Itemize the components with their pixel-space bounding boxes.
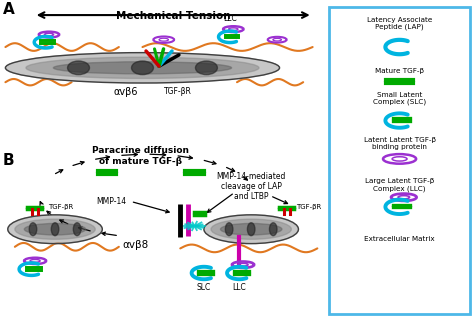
Ellipse shape [15,219,95,239]
Text: LLC: LLC [223,14,237,23]
Ellipse shape [51,223,59,236]
Ellipse shape [68,61,90,75]
Text: Large Latent TGF-β
Complex (LLC): Large Latent TGF-β Complex (LLC) [365,178,434,192]
Text: MMP-14: MMP-14 [97,197,127,206]
Text: B: B [3,152,15,168]
Text: SLC: SLC [197,282,211,291]
Ellipse shape [54,62,232,74]
Text: Small Latent
Complex (SLC): Small Latent Complex (SLC) [373,92,426,105]
Text: MMP-14-mediated
cleavage of LAP
and LTBP: MMP-14-mediated cleavage of LAP and LTBP [217,172,286,202]
Ellipse shape [26,57,259,78]
Text: TGF-βR: TGF-βR [164,87,192,96]
Ellipse shape [8,215,102,244]
Ellipse shape [211,219,292,239]
Ellipse shape [269,223,277,236]
Text: Mechanical Tension: Mechanical Tension [116,11,230,21]
Text: Latent Latent TGF-β
binding protein: Latent Latent TGF-β binding protein [364,136,436,150]
Text: TGF-βR: TGF-βR [296,204,321,210]
Ellipse shape [5,53,280,83]
Ellipse shape [73,223,81,236]
Text: αvβ6: αvβ6 [114,87,138,97]
Text: Paracrine diffusion
of mature TGF-β: Paracrine diffusion of mature TGF-β [91,146,189,166]
Text: Extracellular Matrix: Extracellular Matrix [364,236,435,242]
Ellipse shape [24,223,86,235]
FancyBboxPatch shape [329,7,470,314]
Text: Mature TGF-β: Mature TGF-β [375,68,424,74]
Text: Latency Associate
Peptide (LAP): Latency Associate Peptide (LAP) [367,17,432,30]
Text: A: A [3,2,15,17]
Ellipse shape [220,223,282,235]
Ellipse shape [204,215,299,244]
Ellipse shape [195,61,218,75]
Ellipse shape [247,223,255,236]
Text: TGF-βR: TGF-βR [48,204,73,210]
Ellipse shape [29,223,37,236]
Text: αvβ8: αvβ8 [122,240,148,250]
Ellipse shape [225,223,233,236]
Ellipse shape [131,61,154,75]
Text: LLC: LLC [232,282,246,291]
